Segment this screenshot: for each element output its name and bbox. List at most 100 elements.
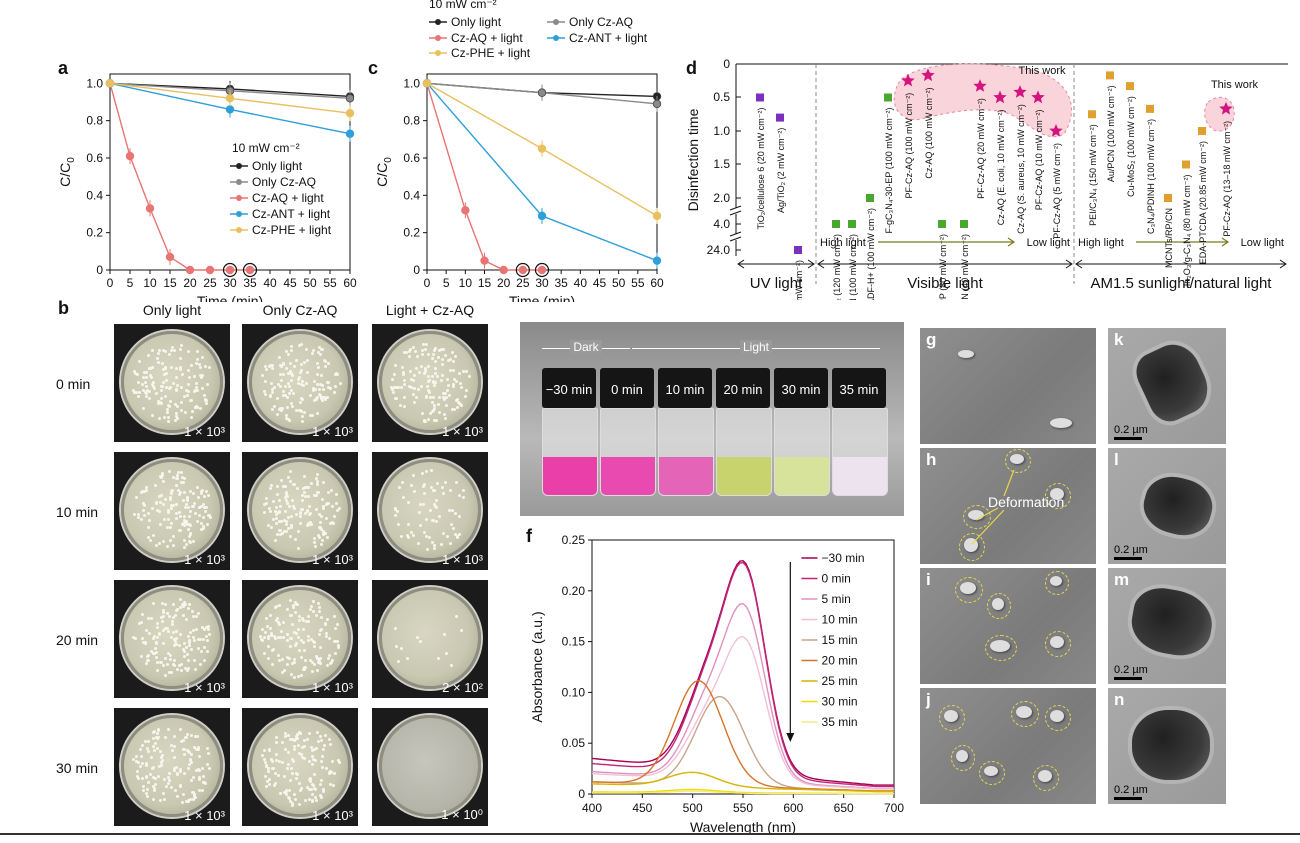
colony-dot bbox=[292, 792, 296, 796]
x-tick-label: 35 bbox=[243, 276, 257, 290]
colony-dot bbox=[267, 637, 271, 641]
petri-dish-photo: 1 × 10³ bbox=[242, 580, 358, 698]
colony-dot bbox=[164, 656, 168, 660]
colony-dot bbox=[323, 359, 327, 363]
colony-dot bbox=[312, 662, 316, 666]
colony-dot bbox=[153, 646, 157, 650]
colony-dot bbox=[288, 385, 292, 389]
colony-dot bbox=[408, 369, 412, 373]
colony-dot bbox=[407, 385, 411, 389]
colony-dot bbox=[425, 535, 429, 539]
colony-dot bbox=[424, 368, 428, 372]
deformation-outline bbox=[959, 533, 985, 561]
colony-dot bbox=[292, 759, 296, 763]
colony-dot bbox=[297, 636, 301, 640]
colony-dot bbox=[266, 780, 270, 784]
colony-dot bbox=[146, 617, 150, 621]
colony-count-label: 1 × 10³ bbox=[184, 552, 225, 567]
colony-dot bbox=[319, 374, 323, 378]
colony-dot bbox=[328, 738, 332, 742]
colony-dot bbox=[162, 642, 166, 646]
colony-dot bbox=[412, 489, 416, 493]
colony-dot bbox=[333, 640, 337, 644]
colony-dot bbox=[168, 657, 172, 661]
legend-swatch-dot bbox=[553, 35, 559, 41]
colony-dot bbox=[262, 758, 266, 762]
colony-dot bbox=[275, 513, 279, 517]
colony-dot bbox=[308, 394, 312, 398]
colony-dot bbox=[289, 348, 293, 352]
deformation-outline bbox=[987, 593, 1011, 619]
colony-dot bbox=[459, 386, 463, 390]
colony-dot bbox=[334, 652, 338, 656]
colony-dot bbox=[135, 391, 139, 395]
colony-dot bbox=[316, 351, 320, 355]
colony-dot bbox=[156, 508, 160, 512]
colony-dot bbox=[303, 649, 307, 653]
colony-dot bbox=[180, 480, 184, 484]
colony-dot bbox=[157, 494, 161, 498]
colony-dot bbox=[312, 639, 316, 643]
colony-dot bbox=[314, 795, 318, 799]
colony-dot bbox=[282, 362, 286, 366]
colony-dot bbox=[274, 510, 278, 514]
colony-dot bbox=[423, 371, 427, 375]
colony-dot bbox=[263, 761, 267, 765]
colony-dot bbox=[300, 616, 304, 620]
colony-dot bbox=[445, 396, 449, 400]
colony-dot bbox=[303, 475, 307, 479]
colony-dot bbox=[320, 514, 324, 518]
y-tick-label: 1.5 bbox=[713, 157, 730, 171]
dark-bracket: Dark bbox=[542, 340, 630, 363]
colony-dot bbox=[197, 745, 201, 749]
colony-dot bbox=[422, 343, 426, 347]
data-point bbox=[422, 79, 432, 88]
colony-dot bbox=[431, 357, 435, 361]
colony-dot bbox=[186, 666, 190, 670]
colony-dot bbox=[206, 762, 210, 766]
x-axis-label: Wavelength (nm) bbox=[690, 819, 796, 835]
colony-dot bbox=[462, 488, 466, 492]
colony-dot bbox=[292, 391, 296, 395]
colony-dot bbox=[290, 524, 294, 528]
colony-dot bbox=[154, 641, 158, 645]
colony-dot bbox=[157, 728, 161, 732]
colony-dot bbox=[164, 371, 168, 375]
colony-dot bbox=[182, 753, 186, 757]
colony-dot bbox=[270, 662, 274, 666]
petri-dish-photo: 2 × 10² bbox=[372, 580, 488, 698]
colony-dot bbox=[173, 402, 177, 406]
colony-dot bbox=[445, 535, 449, 539]
colony-dot bbox=[188, 643, 192, 647]
colony-dot bbox=[327, 656, 331, 660]
colony-dot bbox=[169, 503, 173, 507]
colony-dot bbox=[329, 521, 333, 525]
legend-label: 35 min bbox=[822, 715, 858, 729]
colony-count-label: 2 × 10² bbox=[442, 680, 483, 695]
marker-square bbox=[960, 220, 968, 228]
petri-dish-photo: 1 × 10³ bbox=[242, 324, 358, 442]
y-tick-label: 0.6 bbox=[86, 151, 103, 165]
colony-dot bbox=[421, 411, 425, 415]
colony-dot bbox=[176, 383, 180, 387]
colony-dot bbox=[141, 382, 145, 386]
colony-dot bbox=[410, 385, 414, 389]
colony-dot bbox=[315, 730, 319, 734]
colony-dot bbox=[196, 748, 200, 752]
colony-dot bbox=[417, 370, 421, 374]
colony-dot bbox=[335, 371, 339, 375]
colony-dot bbox=[301, 745, 305, 749]
colony-dot bbox=[167, 469, 171, 473]
colony-dot bbox=[281, 393, 285, 397]
colony-dot bbox=[302, 628, 306, 631]
colony-dot bbox=[179, 769, 183, 773]
colony-dot bbox=[155, 391, 159, 395]
colony-dot bbox=[441, 486, 445, 490]
colony-dot bbox=[269, 484, 273, 488]
colony-dot bbox=[267, 782, 271, 786]
colony-dot bbox=[197, 495, 201, 499]
colony-dot bbox=[394, 627, 398, 631]
colony-dot bbox=[391, 390, 395, 394]
colony-dot bbox=[441, 348, 445, 352]
colony-dot bbox=[193, 405, 197, 409]
